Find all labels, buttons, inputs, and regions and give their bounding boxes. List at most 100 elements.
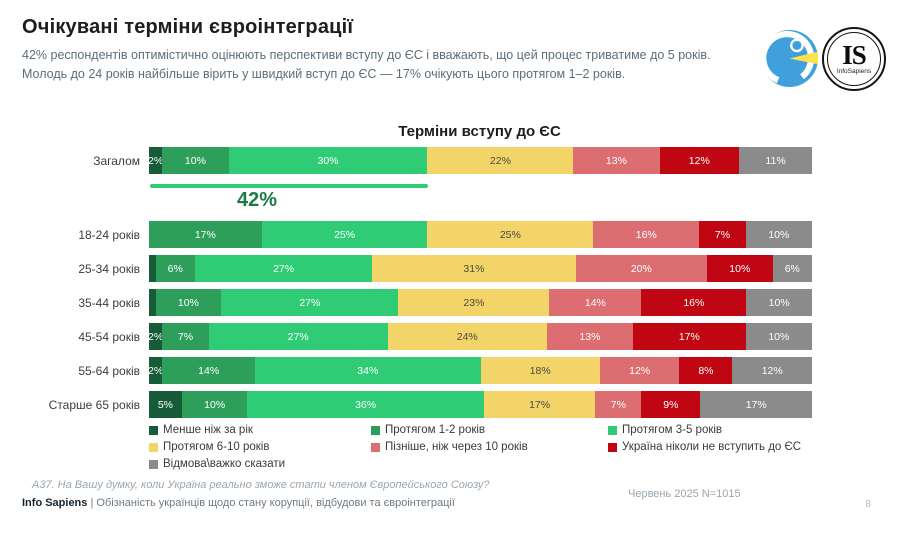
legend-item: Відмова\важко сказати xyxy=(149,458,371,470)
legend-item: Протягом 3-5 років xyxy=(608,424,801,436)
bar-segment: 14% xyxy=(549,289,642,316)
bar-segment: 18% xyxy=(480,357,600,384)
infosapiens-logo-name: InfoSapiens xyxy=(836,68,872,75)
row-label: 25-34 років xyxy=(78,261,140,276)
footer-separator: | xyxy=(90,497,94,509)
row-label: 35-44 років xyxy=(78,295,140,310)
bar-segment: 16% xyxy=(641,289,747,316)
bar-segment: 2% xyxy=(149,323,163,350)
annotation-label: 42% xyxy=(237,189,278,211)
bar-segment: 17% xyxy=(149,221,262,248)
bar-segment: 9% xyxy=(641,391,701,418)
bar-segment: 7% xyxy=(699,221,746,248)
row-label: Старше 65 років xyxy=(48,397,140,412)
bar-row: Старше 65 років 5% 10% 36% 17% 7% 9% 17% xyxy=(8,391,812,418)
bar-segment: 17% xyxy=(700,391,812,418)
bar-segment: 2% xyxy=(149,147,163,174)
legend-label: Україна ніколи не вступить до ЄС xyxy=(622,441,802,453)
bar-segment: 24% xyxy=(387,323,547,350)
bar-segment: 22% xyxy=(427,147,574,174)
stacked-bar: 17% 25% 25% 16% 7% 10% xyxy=(149,221,812,248)
bar-segment: 10% xyxy=(706,255,773,282)
bar-segment xyxy=(149,289,156,316)
legend-swatch xyxy=(608,425,617,435)
bar-segment: 25% xyxy=(261,221,428,248)
bar-segment: 20% xyxy=(575,255,707,282)
annotation-row: 42% xyxy=(8,181,812,214)
bar-segment: 5% xyxy=(149,391,182,418)
bar-segment: 17% xyxy=(633,323,746,350)
bar-segment xyxy=(149,255,156,282)
legend-label: Пізніше, ніж через 10 років xyxy=(385,441,528,453)
footer-source-text: Обізнаність українців щодо стану корупці… xyxy=(96,497,455,509)
bar-segment: 10% xyxy=(746,289,812,316)
bar-row: 25-34 років 6% 27% 31% 20% 10% 6% xyxy=(8,255,812,282)
stacked-bar: 6% 27% 31% 20% 10% 6% xyxy=(149,255,812,282)
legend-label: Відмова\важко сказати xyxy=(163,458,286,470)
bar-segment: 7% xyxy=(162,323,209,350)
legend-swatch xyxy=(149,425,158,435)
legend-swatch xyxy=(371,425,380,435)
legend-item: Протягом 1-2 років xyxy=(371,424,608,436)
bar-segment: 16% xyxy=(593,221,700,248)
page-subtitle: 42% респондентів оптимістично оцінюють п… xyxy=(22,48,711,81)
legend-label: Протягом 1-2 років xyxy=(385,424,486,436)
bar-segment: 2% xyxy=(149,357,163,384)
chart-legend: Менше ніж за рік Протягом 1-2 років Протяг… xyxy=(149,424,801,470)
bar-segment: 12% xyxy=(659,147,740,174)
bar-segment: 12% xyxy=(599,357,680,384)
stacked-bar: 10% 27% 23% 14% 16% 10% xyxy=(149,289,812,316)
row-label: 18-24 років xyxy=(78,227,140,242)
annotation-area: 42% xyxy=(149,181,812,214)
legend-item: Україна ніколи не вступить до ЄС xyxy=(608,441,801,453)
bar-segment: 10% xyxy=(155,289,222,316)
bar-segment: 34% xyxy=(255,357,481,384)
bar-segment: 10% xyxy=(181,391,248,418)
row-label: Загалом xyxy=(93,153,140,168)
bar-segment: 14% xyxy=(162,357,256,384)
bar-segment: 10% xyxy=(162,147,229,174)
footer-source: Info Sapiens | Обізнаність українців щод… xyxy=(22,497,455,509)
infosapiens-logo-inner: IS InfoSapiens xyxy=(827,32,881,86)
chart-title: Терміни вступу до ЄС xyxy=(398,123,561,140)
page-number: 8 xyxy=(865,499,871,510)
bar-segment: 10% xyxy=(745,323,812,350)
row-label: 55-64 років xyxy=(78,363,140,378)
bar-segment: 25% xyxy=(427,221,594,248)
bar-segment: 6% xyxy=(772,255,812,282)
stacked-bar: 2%7%27%24%13%17%10% xyxy=(149,323,812,350)
bar-segment: 8% xyxy=(679,357,733,384)
legend-item: Менше ніж за рік xyxy=(149,424,371,436)
bar-row: Загалом 2%10%30%22%13%12%11% xyxy=(8,147,813,174)
legend-swatch xyxy=(149,459,158,469)
legend-label: Протягом 6-10 років xyxy=(163,441,270,453)
annotation-line xyxy=(150,184,429,188)
bar-segment: 27% xyxy=(208,323,388,350)
bar-segment: 7% xyxy=(595,391,642,418)
bar-segment: 12% xyxy=(732,357,813,384)
bar-segment: 17% xyxy=(483,391,596,418)
page-title: Очікувані терміни євроінтеграції xyxy=(22,16,354,38)
bar-segment: 27% xyxy=(194,255,373,282)
bar-segment: 23% xyxy=(398,289,550,316)
footer-question: А37. На Вашу думку, коли Україна реально… xyxy=(32,479,490,491)
legend-swatch xyxy=(149,442,158,452)
annotation-spacer xyxy=(8,181,149,214)
footer-brand: Info Sapiens xyxy=(22,497,88,509)
bar-segment: 36% xyxy=(247,391,484,418)
bar-segment: 13% xyxy=(573,147,660,174)
legend-swatch xyxy=(371,442,380,452)
infosapiens-logo: IS InfoSapiens xyxy=(822,27,886,91)
legend-item: Протягом 6-10 років xyxy=(149,441,371,453)
legend-item: Пізніше, ніж через 10 років xyxy=(371,441,608,453)
bar-row: 45-54 років 2%7%27%24%13%17%10% xyxy=(8,323,812,350)
stacked-bar: 2%14%34%18%12%8%12% xyxy=(149,357,813,384)
bar-segment: 6% xyxy=(155,255,195,282)
survey-meta: Червень 2025 N=1015 xyxy=(628,488,741,500)
bar-segment: 31% xyxy=(372,255,576,282)
stacked-bar: 5% 10% 36% 17% 7% 9% 17% xyxy=(149,391,812,418)
bar-segment: 27% xyxy=(221,289,399,316)
